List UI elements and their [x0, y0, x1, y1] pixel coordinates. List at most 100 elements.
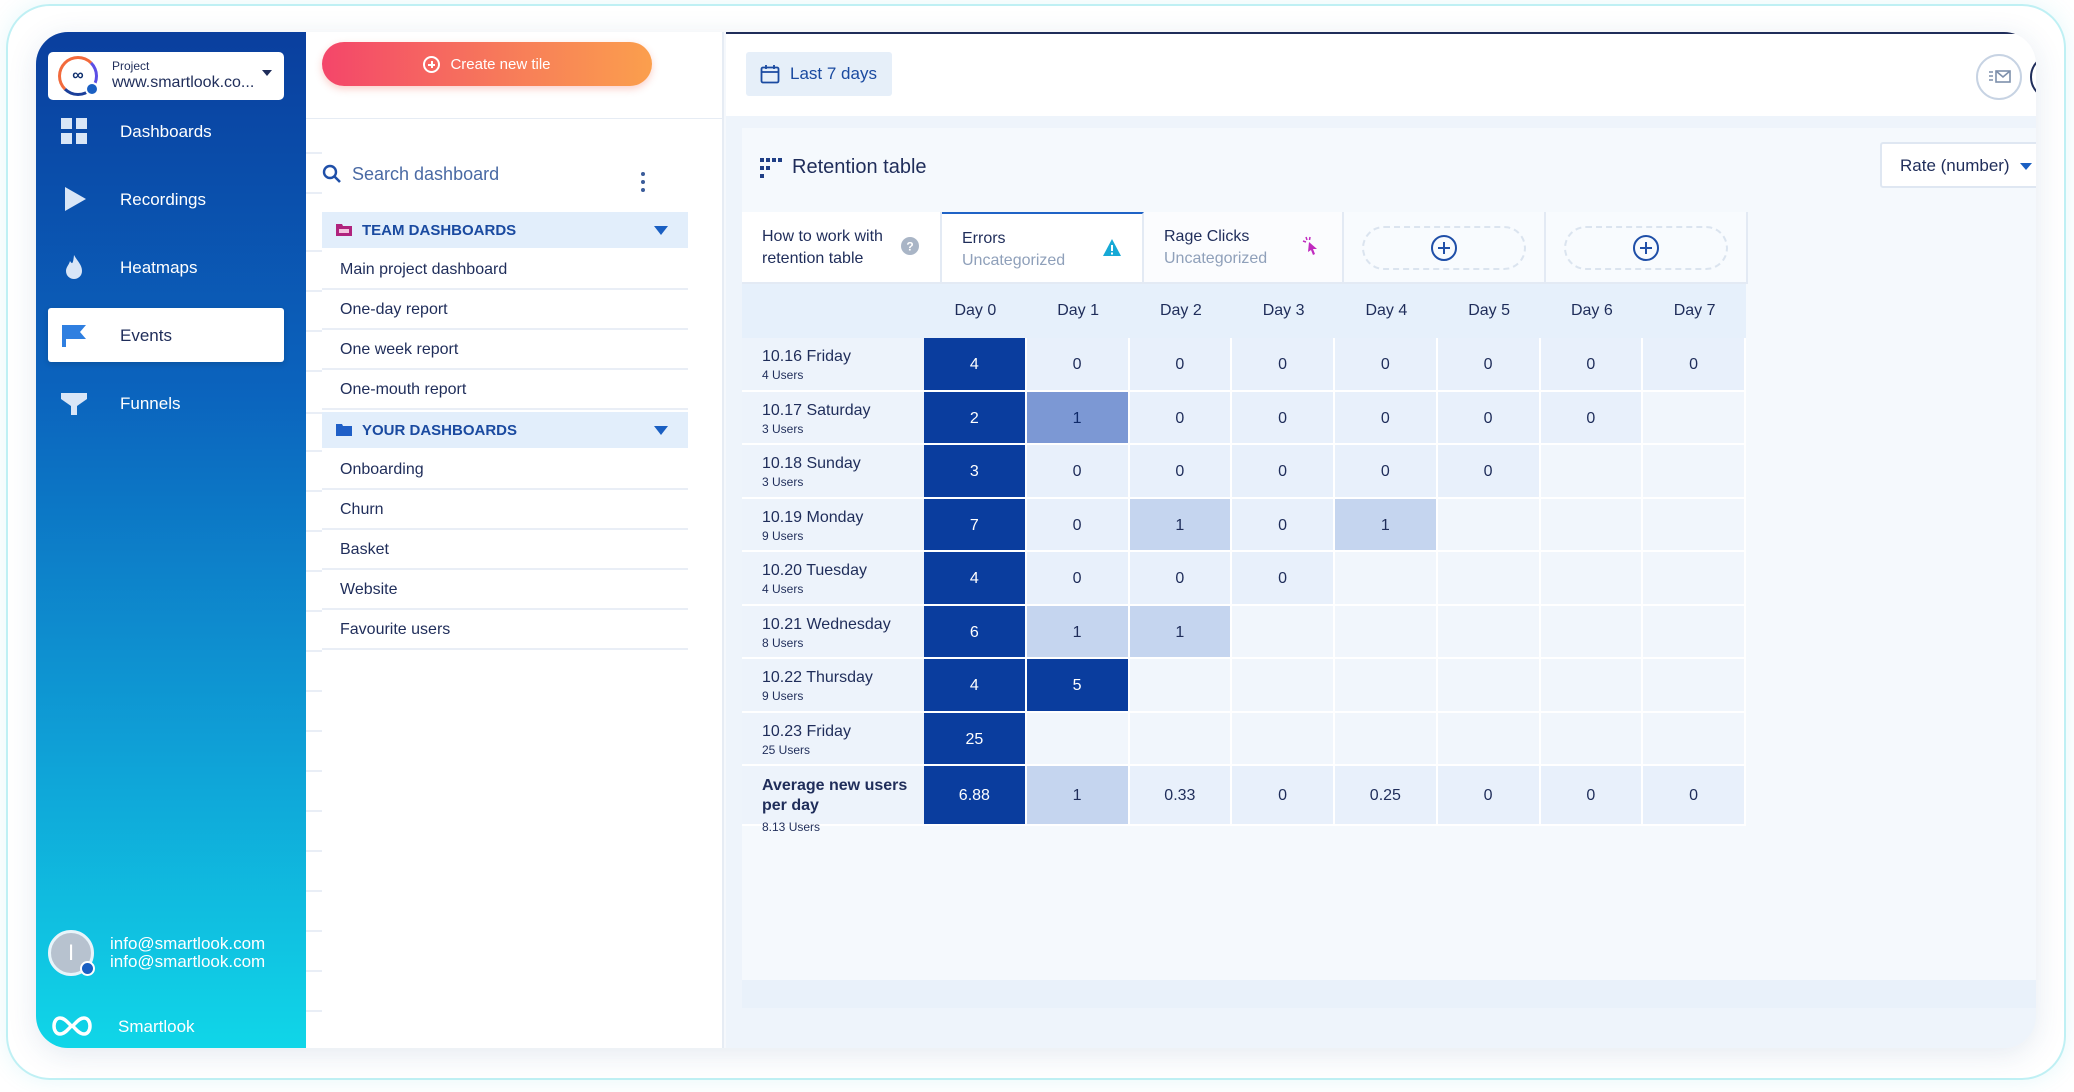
dashboard-item[interactable]: Churn	[322, 490, 688, 530]
retention-cell[interactable]	[1437, 552, 1541, 606]
retention-cell[interactable]: 0	[1335, 338, 1438, 392]
retention-cell[interactable]: 1	[1026, 605, 1130, 659]
retention-cell[interactable]: 2	[924, 391, 1027, 445]
retention-cell[interactable]: 0	[1232, 552, 1335, 606]
retention-cell[interactable]	[1540, 712, 1644, 766]
retention-cell[interactable]	[1232, 659, 1335, 713]
retention-cell[interactable]	[1643, 605, 1746, 659]
retention-cell[interactable]: 1	[1335, 498, 1438, 552]
retention-cell[interactable]	[1026, 712, 1130, 766]
retention-cell[interactable]: 0	[1437, 338, 1541, 392]
retention-cell[interactable]: 0	[1437, 391, 1541, 445]
dashboard-item[interactable]: Main project dashboard	[322, 250, 688, 290]
nav-item-funnels[interactable]: Funnels	[48, 376, 284, 430]
retention-cell[interactable]	[1335, 659, 1438, 713]
dashboard-item[interactable]: One-mouth report	[322, 370, 688, 410]
project-selector[interactable]: ∞ Project www.smartlook.co...	[48, 52, 284, 100]
retention-cell[interactable]: 1	[1026, 391, 1130, 445]
retention-cell[interactable]: 0	[1129, 552, 1233, 606]
average-cell[interactable]: 1	[1026, 766, 1130, 826]
retention-cell[interactable]: 0	[1437, 445, 1541, 499]
average-cell[interactable]: 0	[1540, 766, 1644, 826]
retention-cell[interactable]: 4	[924, 338, 1027, 392]
search-input[interactable]: Search dashboard	[322, 162, 662, 186]
dashboard-item[interactable]: Website	[322, 570, 688, 610]
more-options-button[interactable]	[2030, 54, 2036, 100]
retention-cell[interactable]	[1643, 659, 1746, 713]
retention-cell[interactable]: 0	[1232, 391, 1335, 445]
retention-cell[interactable]: 4	[924, 659, 1027, 713]
nav-item-heatmaps[interactable]: Heatmaps	[48, 240, 284, 294]
dashboard-item[interactable]: One-day report	[322, 290, 688, 330]
retention-cell[interactable]: 6	[924, 605, 1027, 659]
drag-grid-icon[interactable]	[760, 158, 782, 178]
retention-cell[interactable]	[1540, 659, 1644, 713]
retention-cell[interactable]	[1437, 498, 1541, 552]
retention-cell[interactable]	[1232, 605, 1335, 659]
retention-cell[interactable]: 0	[1026, 338, 1130, 392]
retention-cell[interactable]: 0	[1026, 498, 1130, 552]
nav-item-recordings[interactable]: Recordings	[48, 172, 284, 226]
retention-cell[interactable]: 0	[1129, 391, 1233, 445]
retention-cell[interactable]: 0	[1232, 498, 1335, 552]
retention-cell[interactable]: 4	[924, 552, 1027, 606]
retention-cell[interactable]: 0	[1026, 552, 1130, 606]
dashboard-item[interactable]: Basket	[322, 530, 688, 570]
retention-cell[interactable]	[1643, 445, 1746, 499]
retention-cell[interactable]	[1540, 445, 1644, 499]
retention-cell[interactable]: 0	[1129, 445, 1233, 499]
retention-cell[interactable]	[1335, 605, 1438, 659]
date-range-button[interactable]: Last 7 days	[746, 52, 892, 96]
average-cell[interactable]: 0	[1643, 766, 1746, 826]
more-vertical-icon[interactable]	[641, 172, 645, 194]
retention-cell[interactable]	[1643, 391, 1746, 445]
retention-cell[interactable]: 0	[1232, 338, 1335, 392]
retention-cell[interactable]	[1540, 552, 1644, 606]
retention-cell[interactable]	[1540, 498, 1644, 552]
retention-cell[interactable]: 1	[1129, 498, 1233, 552]
retention-cell[interactable]	[1437, 605, 1541, 659]
dashboard-item[interactable]: Favourite users	[322, 610, 688, 650]
retention-cell[interactable]: 25	[924, 712, 1027, 766]
average-cell[interactable]: 0.25	[1335, 766, 1438, 826]
retention-cell[interactable]	[1335, 552, 1438, 606]
your-dashboards-header[interactable]: YOUR DASHBOARDS	[322, 412, 688, 448]
add-event-button[interactable]	[1546, 212, 1748, 284]
retention-cell[interactable]	[1643, 552, 1746, 606]
retention-cell[interactable]: 0	[1643, 338, 1746, 392]
dashboard-item[interactable]: Onboarding	[322, 450, 688, 490]
average-cell[interactable]: 6.88	[924, 766, 1027, 826]
retention-cell[interactable]	[1232, 712, 1335, 766]
average-cell[interactable]: 0	[1232, 766, 1335, 826]
retention-cell[interactable]	[1540, 605, 1644, 659]
retention-cell[interactable]	[1437, 659, 1541, 713]
retention-cell[interactable]	[1129, 659, 1233, 713]
nav-item-dashboards[interactable]: Dashboards	[48, 104, 284, 158]
dashboard-item[interactable]: One week report	[322, 330, 688, 370]
retention-cell[interactable]: 0	[1232, 445, 1335, 499]
retention-cell[interactable]: 0	[1335, 391, 1438, 445]
user-account[interactable]: I info@smartlook.com info@smartlook.com	[48, 930, 288, 982]
add-event-button[interactable]	[1344, 212, 1546, 284]
nav-item-events[interactable]: Events	[48, 308, 284, 362]
retention-cell[interactable]: 0	[1540, 338, 1644, 392]
create-tile-button[interactable]: Create new tile	[322, 42, 652, 86]
average-cell[interactable]: 0	[1437, 766, 1541, 826]
tab-errors[interactable]: Errors Uncategorized	[942, 212, 1144, 284]
team-dashboards-header[interactable]: TEAM DASHBOARDS	[322, 212, 688, 248]
tab-rage-clicks[interactable]: Rage Clicks Uncategorized	[1144, 212, 1344, 284]
average-cell[interactable]: 0.33	[1129, 766, 1233, 826]
retention-cell[interactable]: 0	[1540, 391, 1644, 445]
share-button[interactable]	[1976, 54, 2022, 100]
retention-cell[interactable]	[1643, 712, 1746, 766]
retention-cell[interactable]: 5	[1026, 659, 1130, 713]
retention-cell[interactable]: 1	[1129, 605, 1233, 659]
rate-select[interactable]: Rate (number)	[1880, 142, 2036, 188]
retention-cell[interactable]: 0	[1129, 338, 1233, 392]
retention-cell[interactable]	[1643, 498, 1746, 552]
retention-cell[interactable]	[1437, 712, 1541, 766]
tab-how-to[interactable]: How to work with retention table ?	[742, 212, 942, 284]
retention-cell[interactable]	[1129, 712, 1233, 766]
retention-cell[interactable]: 3	[924, 445, 1027, 499]
retention-cell[interactable]: 7	[924, 498, 1027, 552]
